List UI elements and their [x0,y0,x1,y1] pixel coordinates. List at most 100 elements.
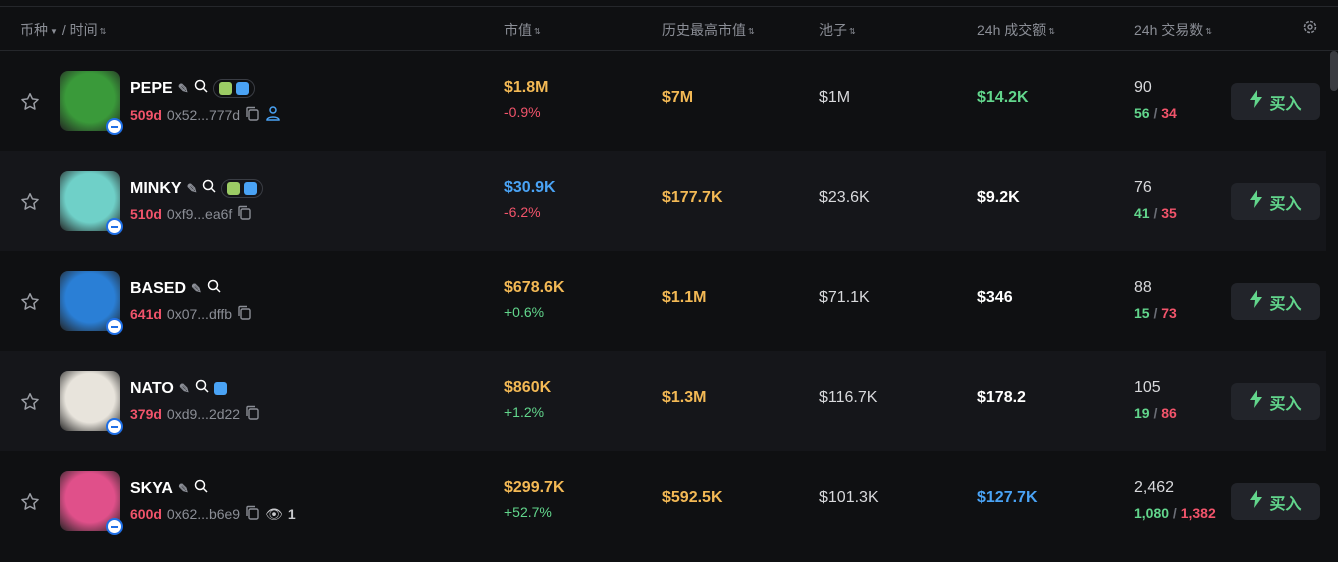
buy-sell-counts: 56 / 34 [1134,105,1177,121]
sort-icon: ⇅ [1205,26,1212,36]
copy-icon[interactable] [245,106,260,124]
lightning-icon [1249,390,1263,413]
chain-badge [106,218,123,235]
eye-icon: 👁 [265,505,283,522]
chain-badge [106,518,123,535]
user-icon[interactable] [265,105,281,124]
table-header: 币种 ▼ / 时间 ⇅ 市值 ⇅ 历史最高市值 ⇅ 池子 ⇅ 24h 成交额 ⇅ 24h 交… [0,7,1338,51]
contract-address: 0xd9...2d22 [166,406,241,422]
buy-button[interactable]: 买入 [1231,383,1320,420]
twitter-icon[interactable] [213,382,227,395]
pencil-icon[interactable]: ✎ [177,80,189,96]
star-icon[interactable] [19,391,41,413]
pencil-icon[interactable]: ✎ [177,480,189,496]
star-icon[interactable] [19,191,41,213]
token-name[interactable]: BASED [130,279,187,297]
sells-count: 73 [1161,305,1177,321]
copy-icon[interactable] [237,205,252,223]
buy-label: 买入 [1269,395,1302,413]
buy-sell-counts: 15 / 73 [1134,305,1177,321]
megaphone-icon[interactable] [227,182,241,195]
token-name[interactable]: SKYA [130,479,173,497]
token-name[interactable]: MINKY [130,179,182,197]
copy-icon[interactable] [245,505,260,523]
buy-button[interactable]: 买入 [1231,83,1320,120]
ath-market-cap: $177.7K [662,189,723,206]
pool-header[interactable]: 池子 ⇅ [819,20,856,40]
table-row[interactable]: PEPE ✎ 509d 0x52...777d $1.8M -0.9% $7M $1… [0,51,1326,151]
volume-24h: $346 [977,289,1013,306]
contract-address: 0x52...777d [166,106,241,123]
sort-icon: ⇅ [1048,26,1055,36]
star-icon[interactable] [19,291,41,313]
megaphone-icon[interactable] [218,82,232,95]
star-icon[interactable] [19,491,41,513]
chain-badge [106,318,123,335]
token-name[interactable]: NATO [130,379,174,397]
contract-address: 0x07...dffb [166,306,233,322]
divider [0,6,1338,7]
pencil-icon[interactable]: ✎ [191,280,202,296]
pencil-icon[interactable]: ✎ [186,180,198,196]
price-change: +1.2% [504,404,545,420]
price-change: -0.9% [504,104,541,120]
table-row[interactable]: SKYA ✎ 600d 0x62...b6e9 👁 1 $299.7K +52.7% $… [0,451,1326,551]
search-icon[interactable] [202,179,216,198]
buy-button[interactable]: 买入 [1231,283,1320,320]
search-icon[interactable] [207,279,221,298]
token-meta: 600d 0x62...b6e9 👁 1 [130,505,296,523]
token-name-line: BASED ✎ [130,279,221,298]
copy-icon[interactable] [237,305,252,323]
twitter-icon[interactable] [235,82,249,95]
pool-liquidity: $23.6K [819,189,870,206]
volume-24h: $9.2K [977,189,1020,206]
search-icon[interactable] [195,379,209,398]
time-label: 时间 [69,22,98,38]
buys-count: 41 [1134,205,1150,221]
contract-address: 0xf9...ea6f [166,206,233,222]
volume-24h: $14.2K [977,89,1029,106]
txns-24h: 105 [1134,379,1161,396]
label: 历史最高市值 [662,22,746,38]
buy-label: 买入 [1269,95,1302,113]
lightning-icon [1249,190,1263,213]
label: 池子 [819,22,847,38]
table-row[interactable]: NATO ✎ 379d 0xd9...2d22 $860K +1.2% $1.3M … [0,351,1326,451]
sort-icon: ⇅ [534,26,541,36]
table-row[interactable]: MINKY ✎ 510d 0xf9...ea6f $30.9K -6.2% $177… [0,151,1326,251]
ath-header[interactable]: 历史最高市值 ⇅ [662,20,755,40]
separator: / [61,22,66,38]
volume-24h: $178.2 [977,389,1026,406]
twitter-icon[interactable] [244,182,258,195]
token-meta: 510d 0xf9...ea6f [130,205,252,223]
ath-market-cap: $7M [662,89,694,106]
txns-header[interactable]: 24h 交易数 ⇅ [1134,20,1212,40]
buy-label: 买入 [1269,295,1302,313]
social-tags [212,79,255,98]
buy-label: 买入 [1269,495,1302,513]
caret-down-icon: ▼ [50,26,58,36]
pool-liquidity: $1M [819,89,851,106]
market-cap-header[interactable]: 市值 ⇅ [504,20,541,40]
scrollbar[interactable] [1330,51,1338,91]
txns-24h: 76 [1134,179,1152,196]
price-change: -6.2% [504,204,541,220]
copy-icon[interactable] [245,405,260,423]
pencil-icon[interactable]: ✎ [178,380,190,396]
search-icon[interactable] [194,79,208,98]
pool-liquidity: $71.1K [819,289,870,306]
table-row[interactable]: BASED ✎ 641d 0x07...dffb $678.6K +0.6% $1.… [0,251,1326,351]
buy-button[interactable]: 买入 [1231,183,1320,220]
star-icon[interactable] [19,91,41,113]
buy-button[interactable]: 买入 [1231,483,1320,520]
volume-header[interactable]: 24h 成交额 ⇅ [977,20,1055,40]
txns-24h: 2,462 [1134,479,1175,496]
volume-24h: $127.7K [977,489,1038,506]
token-name[interactable]: PEPE [130,79,173,97]
coin-time-header[interactable]: 币种 ▼ / 时间 ⇅ [20,20,106,40]
token-name-line: PEPE ✎ [130,79,255,98]
gear-icon[interactable] [1302,19,1318,38]
txns-24h: 88 [1134,279,1152,296]
watchers-count: 1 [287,506,296,522]
search-icon[interactable] [194,479,208,498]
